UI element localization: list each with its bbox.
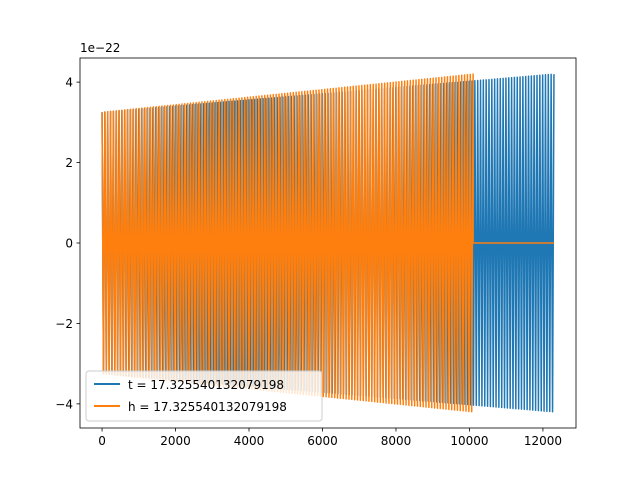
x-tick-label: 6000: [307, 434, 338, 448]
y-axis: −4 −2 0 2 4: [55, 76, 80, 411]
y-tick-label: 2: [65, 156, 73, 170]
legend-label-t: t = 17.325540132079198: [128, 378, 284, 392]
y-offset-label: 1e−22: [80, 41, 120, 55]
x-tick-label: 12000: [524, 434, 562, 448]
legend-box: [85, 370, 323, 422]
x-tick-label: 4000: [234, 434, 265, 448]
y-tick-label: 0: [65, 237, 73, 251]
x-axis: 0 2000 4000 6000 8000 10000 12000: [98, 428, 562, 448]
y-tick-label: −2: [55, 317, 73, 331]
legend: t = 17.325540132079198 h = 17.3255401320…: [85, 370, 323, 422]
y-tick-label: −4: [55, 397, 73, 411]
x-tick-label: 10000: [450, 434, 488, 448]
x-tick-label: 0: [98, 434, 106, 448]
x-tick-label: 8000: [381, 434, 412, 448]
y-tick-label: 4: [65, 76, 73, 90]
x-tick-label: 2000: [160, 434, 191, 448]
legend-label-h: h = 17.325540132079198: [128, 400, 287, 414]
